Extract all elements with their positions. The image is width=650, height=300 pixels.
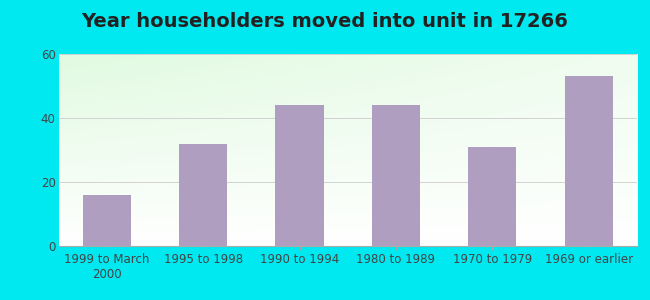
Bar [468,147,517,246]
Bar [372,105,420,246]
Bar [565,76,613,246]
Text: Year householders moved into unit in 17266: Year householders moved into unit in 172… [81,12,569,31]
Bar [179,144,228,246]
Bar [83,195,131,246]
Bar [276,105,324,246]
